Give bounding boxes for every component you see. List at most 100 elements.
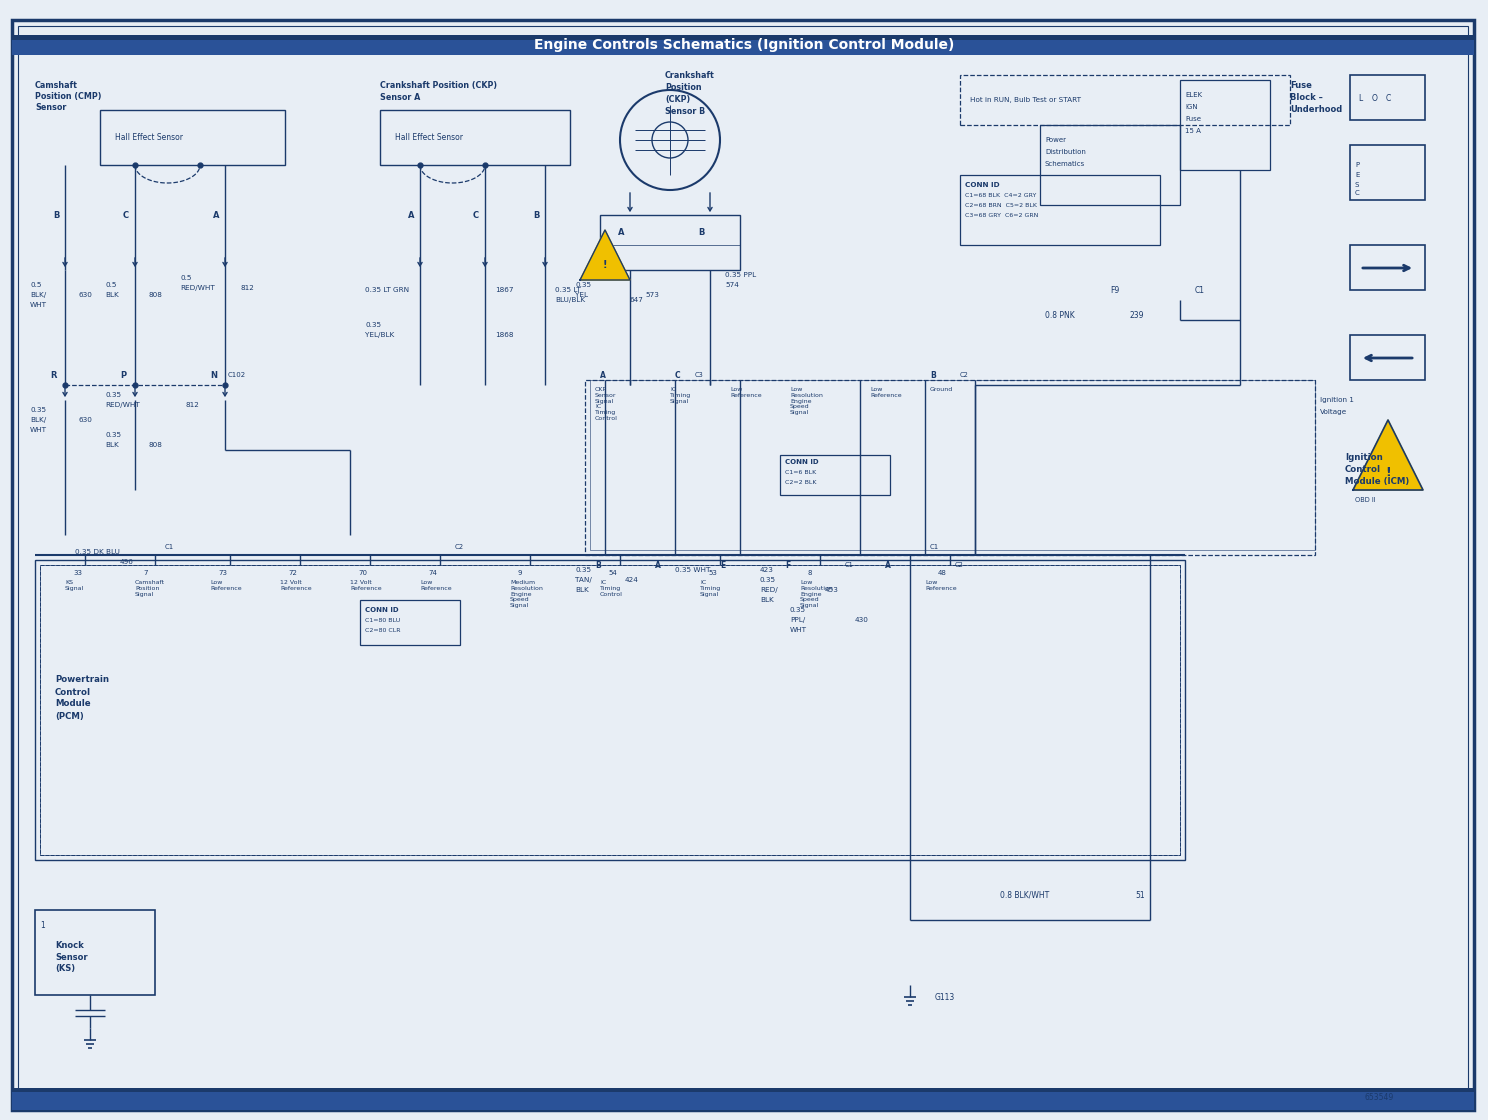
Bar <box>36 909 155 995</box>
Text: F: F <box>786 560 790 569</box>
Text: 0.35: 0.35 <box>106 392 121 398</box>
Text: C1=6 BLK: C1=6 BLK <box>786 469 817 475</box>
Text: BLK: BLK <box>760 597 774 603</box>
Bar <box>585 380 1315 556</box>
Bar <box>40 564 1180 855</box>
Bar <box>12 1088 1475 1092</box>
Text: 0.35 LT: 0.35 LT <box>555 287 580 293</box>
Text: BLK: BLK <box>106 442 119 448</box>
Text: A: A <box>618 227 625 236</box>
Bar <box>960 175 1161 245</box>
Text: Low
Reference: Low Reference <box>870 388 902 398</box>
Text: O: O <box>1372 93 1378 103</box>
Text: F9: F9 <box>1110 286 1119 295</box>
Text: 0.35: 0.35 <box>574 567 591 573</box>
Text: C1: C1 <box>930 544 939 550</box>
Text: 48: 48 <box>937 570 946 576</box>
Text: 0.35 DK BLU: 0.35 DK BLU <box>74 549 121 556</box>
Text: B: B <box>533 211 539 220</box>
Bar <box>12 1092 1475 1110</box>
Text: Knock: Knock <box>55 941 83 950</box>
Text: L: L <box>1359 93 1362 103</box>
Text: 53: 53 <box>708 570 717 576</box>
Bar <box>1350 144 1426 200</box>
Text: RED/WHT: RED/WHT <box>106 402 140 408</box>
Text: Fuse: Fuse <box>1290 81 1312 90</box>
Text: (CKP): (CKP) <box>665 94 690 103</box>
Text: BLK: BLK <box>574 587 589 592</box>
Text: C: C <box>124 211 129 220</box>
Text: S: S <box>1356 183 1360 188</box>
Text: Crankshaft: Crankshaft <box>665 71 714 80</box>
Text: Medium
Resolution
Engine
Speed
Signal: Medium Resolution Engine Speed Signal <box>510 580 543 608</box>
Text: BLK/: BLK/ <box>30 417 46 423</box>
Text: Low
Reference: Low Reference <box>926 580 957 591</box>
Text: Ground: Ground <box>930 388 954 392</box>
Bar <box>780 455 890 495</box>
Text: 1: 1 <box>40 921 45 930</box>
Text: 808: 808 <box>147 442 162 448</box>
Text: C2: C2 <box>960 372 969 379</box>
Text: Position (CMP): Position (CMP) <box>36 92 101 101</box>
Text: !: ! <box>1385 466 1391 478</box>
Text: 1868: 1868 <box>496 332 513 338</box>
Text: Distribution: Distribution <box>1045 149 1086 155</box>
Text: Sensor: Sensor <box>36 103 67 112</box>
Bar <box>12 35 1475 40</box>
Text: E: E <box>720 560 725 569</box>
Text: Power: Power <box>1045 137 1065 143</box>
Text: Fuse: Fuse <box>1184 116 1201 122</box>
Text: 33: 33 <box>73 570 82 576</box>
Text: 430: 430 <box>856 617 869 623</box>
Text: Powertrain: Powertrain <box>55 675 109 684</box>
Text: Ignition: Ignition <box>1345 452 1382 463</box>
Text: BLK/: BLK/ <box>30 292 46 298</box>
Text: B: B <box>698 227 704 236</box>
Bar <box>600 215 740 270</box>
Text: 239: 239 <box>1129 310 1144 319</box>
Polygon shape <box>1353 420 1423 491</box>
Text: C2=2 BLK: C2=2 BLK <box>786 479 817 485</box>
Text: 1867: 1867 <box>496 287 513 293</box>
Text: C1=68 BLK  C4=2 GRY: C1=68 BLK C4=2 GRY <box>966 193 1036 197</box>
Text: TAN/: TAN/ <box>574 577 592 584</box>
Text: E: E <box>1356 172 1360 178</box>
Text: CKP
Sensor
Signal
IC
Timing
Control: CKP Sensor Signal IC Timing Control <box>595 388 618 421</box>
Text: B: B <box>54 211 60 220</box>
Text: Control: Control <box>1345 465 1381 474</box>
Text: RED/WHT: RED/WHT <box>180 284 214 291</box>
Polygon shape <box>580 230 629 280</box>
Text: 424: 424 <box>625 577 638 584</box>
Text: C: C <box>1356 190 1360 196</box>
Text: Low
Resolution
Engine
Speed
Signal: Low Resolution Engine Speed Signal <box>790 388 823 416</box>
Text: Underhood: Underhood <box>1290 104 1342 113</box>
Text: C1: C1 <box>845 562 854 568</box>
Text: A: A <box>600 371 606 380</box>
Text: 9: 9 <box>518 570 522 576</box>
Text: Low
Reference: Low Reference <box>210 580 241 591</box>
Text: 7: 7 <box>143 570 147 576</box>
Text: CONN ID: CONN ID <box>365 607 399 613</box>
Text: Crankshaft Position (CKP): Crankshaft Position (CKP) <box>379 81 497 90</box>
Text: 630: 630 <box>77 292 92 298</box>
Text: 0.5: 0.5 <box>30 282 42 288</box>
Text: C1: C1 <box>1195 286 1205 295</box>
Text: 15 A: 15 A <box>1184 128 1201 134</box>
Text: KS
Signal: KS Signal <box>65 580 85 591</box>
Text: A: A <box>885 560 891 569</box>
Text: 0.35: 0.35 <box>365 323 381 328</box>
Text: 12 Volt
Reference: 12 Volt Reference <box>350 580 381 591</box>
Bar <box>360 600 460 645</box>
Text: 0.5: 0.5 <box>180 276 192 281</box>
Text: Sensor B: Sensor B <box>665 106 705 115</box>
Text: Sensor A: Sensor A <box>379 93 421 102</box>
Text: A: A <box>213 211 220 220</box>
Text: C1: C1 <box>165 544 174 550</box>
Text: C102: C102 <box>228 372 246 379</box>
Text: 73: 73 <box>219 570 228 576</box>
Text: C3=68 GRY  C6=2 GRN: C3=68 GRY C6=2 GRN <box>966 213 1039 217</box>
Text: 0.8 PNK: 0.8 PNK <box>1045 310 1074 319</box>
Text: 51: 51 <box>1135 890 1144 899</box>
Text: YEL/BLK: YEL/BLK <box>365 332 394 338</box>
Text: 72: 72 <box>289 570 298 576</box>
